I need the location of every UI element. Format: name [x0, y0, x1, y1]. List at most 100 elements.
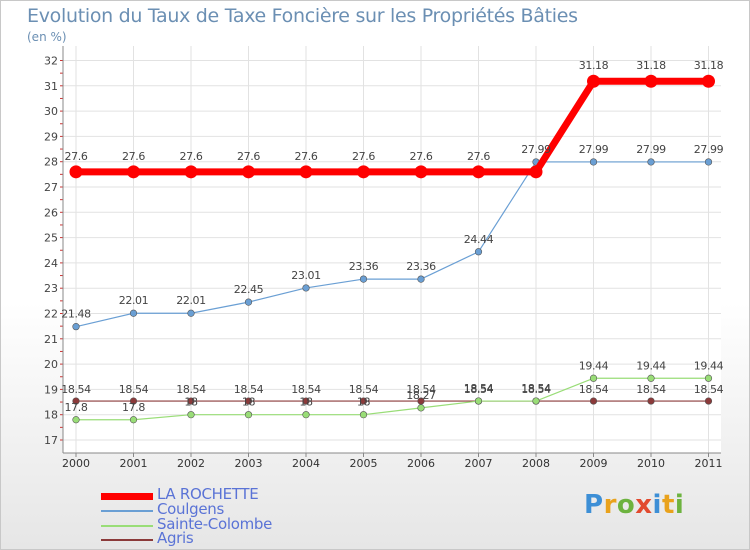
- data-point: [129, 309, 138, 317]
- data-point: [184, 165, 198, 179]
- data-label: 19.44: [694, 359, 724, 372]
- y-tick-label: 25: [44, 232, 58, 245]
- data-label: 27.99: [579, 143, 609, 156]
- data-label: 17.8: [65, 401, 88, 414]
- data-point: [72, 397, 80, 405]
- data-label: 27.6: [65, 150, 88, 163]
- data-label: 18.54: [291, 383, 321, 396]
- data-label: 17.8: [122, 401, 145, 414]
- data-point: [187, 397, 195, 405]
- data-label: 31.18: [636, 59, 666, 72]
- data-label: 18.54: [521, 382, 551, 395]
- logo-letter: t: [661, 490, 675, 520]
- logo-letter: P: [584, 490, 604, 520]
- data-point: [129, 397, 138, 405]
- data-point: [529, 165, 543, 179]
- data-label: 18.54: [521, 383, 551, 396]
- y-tick-label: 18: [44, 409, 58, 422]
- y-tick-label: 17: [44, 434, 58, 447]
- data-point: [359, 397, 368, 405]
- data-label: 27.99: [694, 143, 724, 156]
- legend-swatch-sainte-colombe: [101, 525, 153, 527]
- legend-swatch-la-rochette: [101, 493, 153, 500]
- data-label: 23.01: [291, 269, 321, 282]
- data-point: [127, 165, 140, 179]
- data-point: [242, 165, 255, 179]
- data-point: [702, 74, 715, 88]
- x-tick-label: 2006: [407, 457, 435, 470]
- data-label: 18.54: [464, 382, 494, 395]
- logo-letter: r: [603, 490, 617, 520]
- series-line-la-rochette: [76, 77, 709, 176]
- data-label: 27.6: [237, 150, 260, 163]
- data-label: 24.44: [464, 233, 494, 246]
- data-point: [532, 397, 540, 405]
- chart-title: Evolution du Taux de Taxe Foncière sur l…: [27, 5, 578, 27]
- data-label: 27.6: [352, 150, 375, 163]
- data-label: 18.54: [119, 383, 149, 396]
- x-tick-label: 2003: [235, 457, 263, 470]
- x-tick-label: 2004: [292, 457, 320, 470]
- plot-area: [63, 46, 721, 453]
- data-point: [302, 284, 310, 292]
- data-point: [244, 411, 253, 419]
- data-point: [647, 158, 655, 166]
- data-point: [474, 397, 483, 405]
- logo-letter: x: [635, 490, 653, 520]
- data-label: 19.44: [579, 359, 609, 372]
- data-label: 18.54: [694, 383, 724, 396]
- y-tick-label: 27: [44, 181, 58, 194]
- data-point: [244, 397, 253, 405]
- data-label: 18.54: [349, 383, 379, 396]
- data-label: 27.6: [467, 150, 490, 163]
- data-point: [589, 397, 598, 405]
- y-tick-label: 28: [44, 156, 58, 169]
- data-label: 23.36: [349, 260, 379, 273]
- data-point: [704, 158, 713, 166]
- data-label: 22.01: [119, 294, 149, 307]
- logo-letter: i: [652, 490, 662, 520]
- logo-letter: i: [674, 490, 685, 520]
- y-tick-label: 31: [44, 80, 58, 93]
- series-line-sainte-colombe: [76, 377, 709, 421]
- data-label: 31.18: [694, 59, 724, 72]
- data-point: [302, 397, 310, 405]
- legend-label: Sainte-Colombe: [157, 515, 273, 533]
- data-label: 27.6: [410, 150, 433, 163]
- legend-label: LA ROCHETTE: [157, 485, 259, 503]
- y-tick-label: 19: [44, 383, 58, 396]
- y-tick-label: 21: [44, 333, 58, 346]
- legend-label: Agris: [157, 529, 194, 547]
- data-point: [72, 416, 80, 424]
- data-point: [704, 374, 713, 382]
- x-tick-label: 2001: [120, 457, 148, 470]
- x-tick-label: 2009: [580, 457, 608, 470]
- legend-swatch-coulgens: [101, 510, 153, 512]
- data-point: [357, 165, 370, 179]
- data-label: 19.44: [636, 359, 666, 372]
- data-label: 18.54: [579, 383, 609, 396]
- data-label: 27.99: [521, 143, 551, 156]
- data-label: 27.6: [122, 150, 145, 163]
- data-point: [72, 323, 80, 331]
- data-label: 23.36: [406, 260, 436, 273]
- x-tick-label: 2011: [695, 457, 723, 470]
- y-tick-label: 26: [44, 206, 58, 219]
- data-label: 31.18: [579, 59, 609, 72]
- data-label: 18: [242, 396, 256, 409]
- y-tick-label: 22: [44, 308, 58, 321]
- data-point: [302, 411, 310, 419]
- data-label: 27.99: [636, 143, 666, 156]
- data-point: [69, 165, 83, 179]
- data-label: 18: [184, 396, 198, 409]
- y-tick-label: 32: [44, 55, 58, 68]
- series-line-coulgens: [75, 161, 709, 328]
- data-label: 18.54: [61, 383, 91, 396]
- unit-label: (en %): [27, 30, 67, 44]
- data-point: [359, 275, 368, 283]
- data-point: [589, 158, 598, 166]
- data-label: 18: [299, 396, 313, 409]
- y-tick-label: 24: [44, 257, 58, 270]
- data-point: [644, 74, 658, 88]
